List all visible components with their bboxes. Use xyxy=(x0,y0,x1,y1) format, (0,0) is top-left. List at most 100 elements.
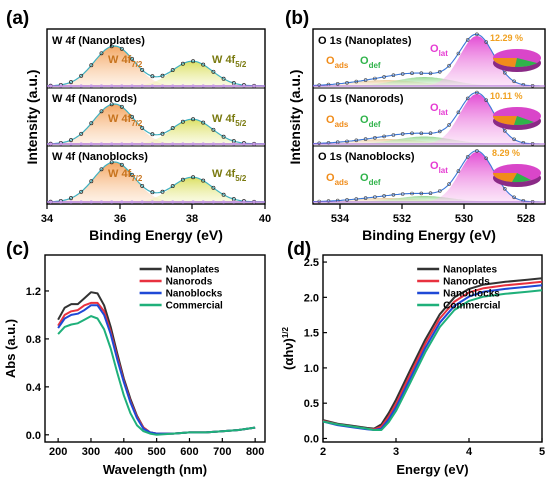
a-row2-data-point xyxy=(69,138,73,143)
b-row2-data-point xyxy=(345,139,349,144)
a-row1-data-point xyxy=(170,68,175,73)
a-row2-baseline-point xyxy=(252,142,256,146)
panel-b: (b) O 1s (Nanoplates) O 1s (Nanorods) O … xyxy=(285,8,546,243)
a-row1-data-point xyxy=(211,69,216,74)
d-legend-label-commercial: Commercial xyxy=(443,301,500,312)
a-row1-peak-7-2-area xyxy=(47,46,265,86)
a-row3-baseline-point xyxy=(150,200,154,204)
a-row2-data-point xyxy=(160,131,165,136)
b-row3-olat-area xyxy=(313,152,545,202)
b-row3-pct: 8.29 % xyxy=(492,148,520,158)
b-row3-oads: Oads xyxy=(326,172,349,187)
b-row3-pie xyxy=(492,164,541,187)
a-row1-baseline-point xyxy=(191,84,195,88)
b-row2-olat: Olat xyxy=(430,102,448,117)
b-row3-data-point xyxy=(382,194,386,198)
b-row1-data-point xyxy=(400,72,405,76)
a-row2-baseline-point xyxy=(130,142,134,146)
a-row3-peak-7-2-area xyxy=(47,162,265,202)
panel-a-xaxis: 34 36 38 40 Binding Energy (eV) xyxy=(41,204,271,243)
d-legend-label-nanoblocks: Nanoblocks xyxy=(443,289,500,300)
b-row2-odef-main: O xyxy=(360,114,369,126)
a-row1-baseline-point xyxy=(140,84,144,88)
a-row3-data-point xyxy=(150,190,155,195)
c-ytick-label: 0.0 xyxy=(26,430,41,442)
a-row1-data-point xyxy=(89,63,94,68)
b-row3-title: O 1s (Nanoblocks) xyxy=(318,151,415,163)
b-row2-data-point xyxy=(428,131,433,135)
a-row2-baseline-point xyxy=(150,142,154,146)
b-row1-odef: Odef xyxy=(360,55,381,70)
a-row1-data-point xyxy=(150,74,155,79)
b-row2-data-point xyxy=(382,134,386,139)
b-row3-odef-sub: def xyxy=(369,178,381,187)
a-row1-peak2: W 4f5/2 xyxy=(212,54,247,69)
a-row1-data-point xyxy=(69,80,73,85)
a-row3-baseline-point xyxy=(211,200,215,204)
a-row2-peak2: W 4f5/2 xyxy=(212,113,247,128)
a-row3-baseline-point xyxy=(222,200,226,204)
pie2-def xyxy=(514,116,534,126)
a-row2-data-point xyxy=(150,132,155,137)
b-row3-data-point xyxy=(419,191,424,196)
a-row2-baseline-point xyxy=(171,142,175,146)
panel-d-axes: 2 3 4 5 0.0 0.5 1.0 1.5 2.0 2.5 Energy (eV) (αhν)1/… xyxy=(281,257,545,477)
b-xlabel: Binding Energy (eV) xyxy=(362,227,496,243)
a-row1-peak2-sub: 5/2 xyxy=(235,60,247,69)
a-row3-data-point xyxy=(119,162,124,167)
a-row1-data-point xyxy=(180,61,185,66)
a-row1-baseline-point xyxy=(130,84,134,88)
b-row2-data-point xyxy=(354,138,359,143)
a-row3-baseline-point xyxy=(242,200,246,204)
a-row2-baseline-point xyxy=(242,142,246,146)
a-row3-envelope xyxy=(46,161,265,203)
b-row3-data-point xyxy=(456,169,461,173)
b-row2-data-point xyxy=(512,137,516,142)
d-ylabel-sup: 1/2 xyxy=(281,326,290,338)
a-row1-baseline-point xyxy=(211,84,215,88)
b-row3-data-point xyxy=(475,149,479,153)
panel-d-series xyxy=(322,277,543,431)
b-row1-olat-main: O xyxy=(430,43,439,55)
a-row1-baseline-point xyxy=(59,84,63,88)
a-row2-data-point xyxy=(99,109,104,114)
a-row2-data-point xyxy=(119,104,124,109)
a-row3-data-point xyxy=(201,178,206,183)
b-row3-olat-main: O xyxy=(430,160,439,172)
b-row1-data-point xyxy=(484,40,489,44)
b-row1-data-point xyxy=(428,71,433,76)
b-row2-data-point xyxy=(502,129,507,133)
a-row3-baseline-point xyxy=(140,200,144,204)
a-row2-baseline-point xyxy=(120,142,124,146)
b-row1-odef-sub: def xyxy=(369,61,381,70)
a-row1-data-point xyxy=(79,73,84,78)
b-row3-data-point xyxy=(484,156,489,161)
a-row3-data-point xyxy=(211,185,216,190)
a-row1-baseline-point xyxy=(222,84,226,88)
b-row1-data-point xyxy=(447,63,451,68)
d-ytick-label: 0.0 xyxy=(304,433,319,445)
panel-b-label: (b) xyxy=(285,8,309,29)
a-row2-peak2-main: W 4f xyxy=(212,113,236,125)
a-row1-baseline-point xyxy=(79,84,83,88)
a-row2-baseline-point xyxy=(191,142,195,146)
b-row2-odef-area xyxy=(313,136,545,144)
a-row1-data-point xyxy=(160,73,165,78)
a-row3-baseline-point xyxy=(160,200,165,204)
b-row1-species: Oads Odef Olat xyxy=(326,43,448,70)
d-xtick-label: 4 xyxy=(466,446,473,458)
b-row1-data-point xyxy=(502,70,507,75)
b-row1-data-point xyxy=(437,70,442,74)
a-row3-data-point xyxy=(130,172,134,177)
panel-b-xaxis: 534 532 530 528 Binding Energy (eV) xyxy=(331,204,535,243)
d-series-nanoplates xyxy=(322,277,543,430)
a-ylabel: Intensity (a.u.) xyxy=(24,70,40,165)
b-row1-oads: Oads xyxy=(326,55,349,70)
pie3-ads xyxy=(492,173,517,182)
b-row1-odef-area xyxy=(313,77,545,86)
b-xtick-528: 528 xyxy=(517,213,535,225)
b-row3-oads-sub: ads xyxy=(335,178,349,187)
a-row2-data-point xyxy=(180,119,185,124)
panel-a-label: (a) xyxy=(6,8,29,29)
